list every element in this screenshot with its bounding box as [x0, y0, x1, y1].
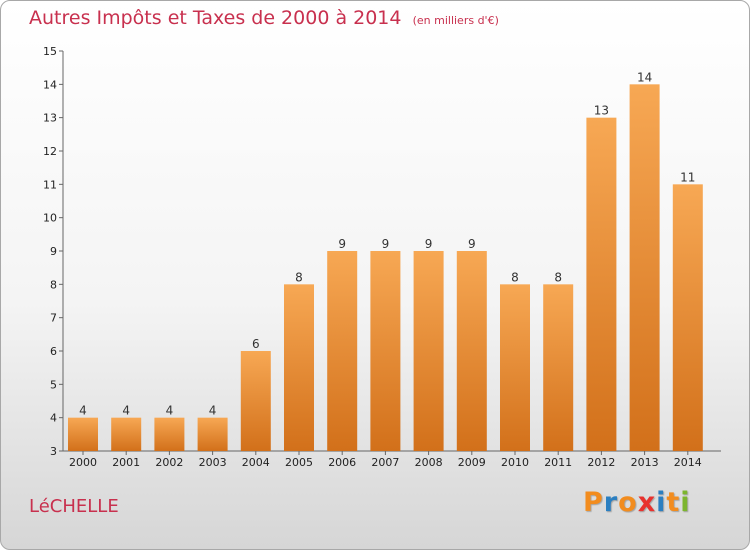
bar-2013	[629, 84, 660, 451]
data-label-2004: 6	[252, 337, 260, 351]
bar-2000	[68, 417, 98, 451]
bar-2003	[197, 417, 228, 451]
x-tick-label-2001: 2001	[112, 456, 140, 469]
commune-name: LéCHELLE	[29, 496, 119, 517]
y-tick-label: 3	[50, 445, 57, 458]
x-tick-label-2006: 2006	[328, 456, 356, 469]
x-tick-label-2012: 2012	[587, 456, 615, 469]
x-tick-label-2004: 2004	[242, 456, 270, 469]
y-tick-label: 9	[50, 245, 57, 258]
y-tick-label: 11	[43, 178, 57, 191]
y-tick-label: 10	[43, 212, 57, 225]
x-tick-label-2003: 2003	[199, 456, 227, 469]
bar-2001	[111, 417, 142, 451]
bar-2005	[284, 284, 314, 451]
data-label-2013: 14	[637, 70, 652, 84]
data-label-2001: 4	[122, 404, 130, 418]
y-tick-label: 13	[43, 112, 57, 125]
data-label-2014: 11	[680, 170, 695, 184]
x-tick-label-2002: 2002	[155, 456, 183, 469]
x-tick-label-2010: 2010	[501, 456, 529, 469]
data-label-2008: 9	[425, 237, 433, 251]
x-tick-label-2011: 2011	[544, 456, 572, 469]
x-tick-label-2007: 2007	[371, 456, 399, 469]
bar-2004	[240, 351, 271, 451]
bar-2010	[500, 284, 530, 451]
bar-2011	[543, 284, 574, 451]
bar-2008	[413, 251, 444, 451]
y-tick-label: 6	[50, 345, 57, 358]
proxiti-logo: Proxiti	[583, 487, 691, 518]
y-tick-label: 8	[50, 278, 57, 291]
x-tick-label-2005: 2005	[285, 456, 313, 469]
data-label-2010: 8	[511, 270, 519, 284]
y-tick-label: 15	[43, 45, 57, 58]
data-label-2007: 9	[382, 237, 390, 251]
y-tick-label: 5	[50, 378, 57, 391]
x-tick-label-2014: 2014	[674, 456, 702, 469]
data-label-2012: 13	[594, 104, 609, 118]
title-text: Autres Impôts et Taxes de 2000 à 2014	[29, 7, 402, 29]
data-label-2002: 4	[166, 404, 174, 418]
y-tick-label: 7	[50, 312, 57, 325]
data-label-2005: 8	[295, 270, 303, 284]
x-tick-label-2000: 2000	[69, 456, 97, 469]
y-tick-label: 14	[43, 78, 57, 91]
y-tick-label: 12	[43, 145, 57, 158]
bar-2014	[672, 184, 703, 452]
bar-2006	[327, 251, 358, 451]
data-label-2006: 9	[338, 237, 346, 251]
data-label-2011: 8	[554, 270, 562, 284]
bar-2007	[370, 251, 401, 451]
x-tick-label-2009: 2009	[458, 456, 486, 469]
unit-label: (en milliers d'€)	[412, 14, 499, 27]
bar-chart: 3 4 5 6 7 8 9 10 11 12 13 14 15 2000 2001 2002 2003 2004 2…	[43, 45, 721, 469]
bar-2012	[586, 117, 617, 452]
data-label-2000: 4	[79, 404, 87, 418]
data-label-2003: 4	[209, 404, 217, 418]
bar-2009	[456, 251, 487, 451]
x-tick-label-2013: 2013	[631, 456, 659, 469]
data-label-2009: 9	[468, 237, 476, 251]
bar-2002	[154, 417, 185, 451]
x-tick-label-2008: 2008	[415, 456, 443, 469]
chart-title: Autres Impôts et Taxes de 2000 à 2014 (e…	[29, 7, 499, 29]
y-tick-label: 4	[50, 412, 57, 425]
